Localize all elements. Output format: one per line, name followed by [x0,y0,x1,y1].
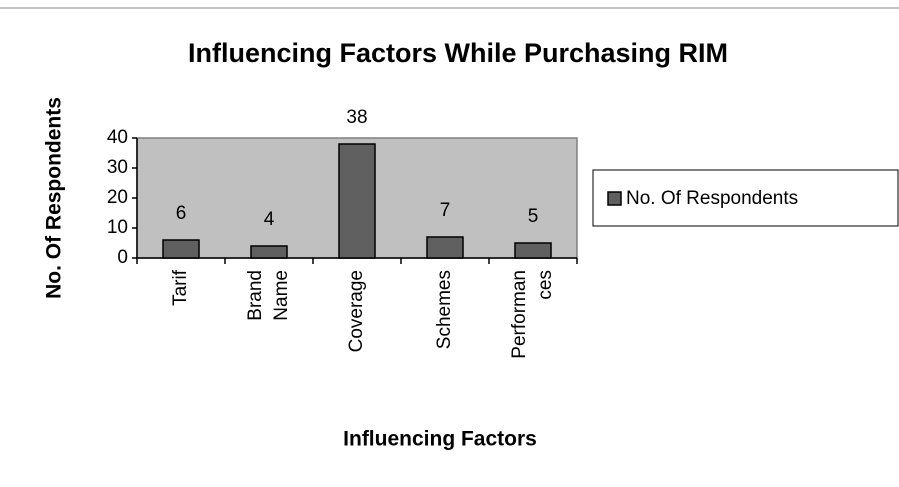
value-label: 4 [264,209,275,230]
legend-box [592,169,899,227]
y-tick-label: 10 [107,217,128,238]
value-label: 6 [176,203,187,224]
x-tick-label: Brand Name [245,270,292,321]
chart-title: Influencing Factors While Purchasing RIM [188,38,728,68]
legend-label: No. Of Respondents [626,188,798,209]
y-tick-label: 20 [107,187,128,208]
value-label: 7 [440,200,451,221]
y-tick-label: 0 [117,247,128,268]
bar [250,245,288,259]
value-label: 5 [528,206,539,227]
bar [426,236,464,259]
y-axis-label: No. Of Respondents [43,97,66,299]
x-axis-label: Influencing Factors [343,428,537,451]
x-tick-label: Schemes [434,270,455,349]
legend-swatch [607,191,622,206]
x-tick-label: Performan ces [509,270,556,359]
value-label: 38 [346,107,367,128]
bar [338,143,376,259]
y-tick-label: 40 [107,127,128,148]
bar [162,239,200,259]
x-tick-label: Tarif [170,269,191,306]
y-tick-label: 30 [107,157,128,178]
x-tick-label: Coverage [346,270,367,352]
bar [514,242,552,259]
